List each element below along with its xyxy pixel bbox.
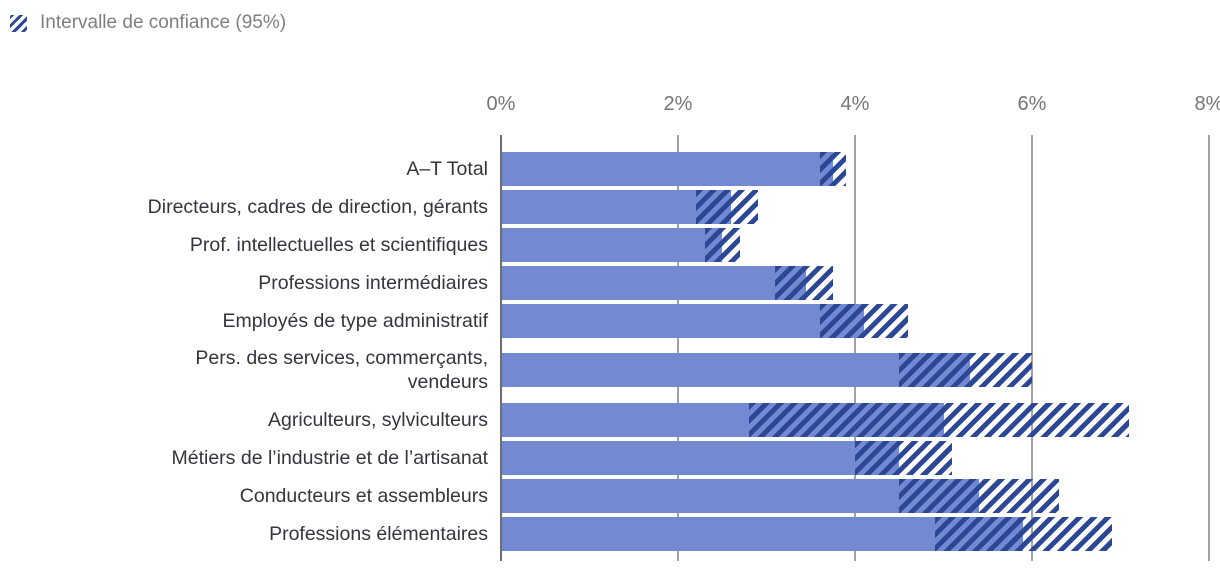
bar-2 <box>501 190 732 224</box>
category-label: Employés de type administratif <box>222 310 488 332</box>
confidence-interval-5 <box>819 304 909 338</box>
x-tick-label: 8% <box>1194 93 1220 115</box>
category-label: A–T Total <box>406 158 488 180</box>
bar-9 <box>501 479 979 513</box>
zero-axis-line <box>500 135 502 561</box>
gridline-2% <box>677 135 679 561</box>
confidence-interval-9 <box>899 479 1059 513</box>
confidence-interval-hatch-icon <box>10 14 27 32</box>
bar-3 <box>501 228 723 262</box>
confidence-interval-8 <box>855 441 953 475</box>
confidence-interval-2 <box>695 190 758 224</box>
x-tick-label: 6% <box>1017 93 1047 115</box>
bar-5 <box>501 304 864 338</box>
bar-8 <box>501 441 900 475</box>
confidence-interval-1 <box>819 152 847 186</box>
category-axis-labels: A–T Total Directeurs, cadres de direction… <box>0 0 501 584</box>
category-label: Professions élémentaires <box>269 523 488 545</box>
confidence-interval-6 <box>899 353 1032 387</box>
gridline-8% <box>1208 135 1210 561</box>
category-label: Professions intermédiaires <box>258 272 488 294</box>
x-tick-label: 2% <box>663 93 693 115</box>
confidence-interval-7 <box>748 403 1130 437</box>
gridline-4% <box>854 135 856 561</box>
category-label: Prof. intellectuelles et scientifiques <box>189 234 488 256</box>
category-label: Directeurs, cadres de direction, gérants <box>147 196 488 218</box>
bar-4 <box>501 266 807 300</box>
category-label: Conducteurs et assembleurs <box>239 485 488 507</box>
legend-label: Intervalle de confiance (95%) <box>40 12 287 33</box>
bar-6 <box>501 353 971 387</box>
x-tick-label: 4% <box>840 93 870 115</box>
bar-1 <box>501 152 833 186</box>
confidence-interval-3 <box>704 228 740 262</box>
gridline-6% <box>1031 135 1033 561</box>
confidence-interval-10 <box>934 517 1112 551</box>
plot-area: 0% 2% 4% 6% 8% <box>487 93 1220 561</box>
category-label: Métiers de l’industrie et de l’artisanat <box>171 447 489 469</box>
confidence-interval-4 <box>775 266 833 300</box>
x-tick-label: 0% <box>486 93 516 115</box>
chart-legend: Intervalle de confiance (95%) <box>10 12 286 34</box>
category-label: Agriculteurs, sylviculteurs <box>268 409 488 431</box>
category-label: Pers. des services, commerçants, vendeur… <box>195 347 488 393</box>
